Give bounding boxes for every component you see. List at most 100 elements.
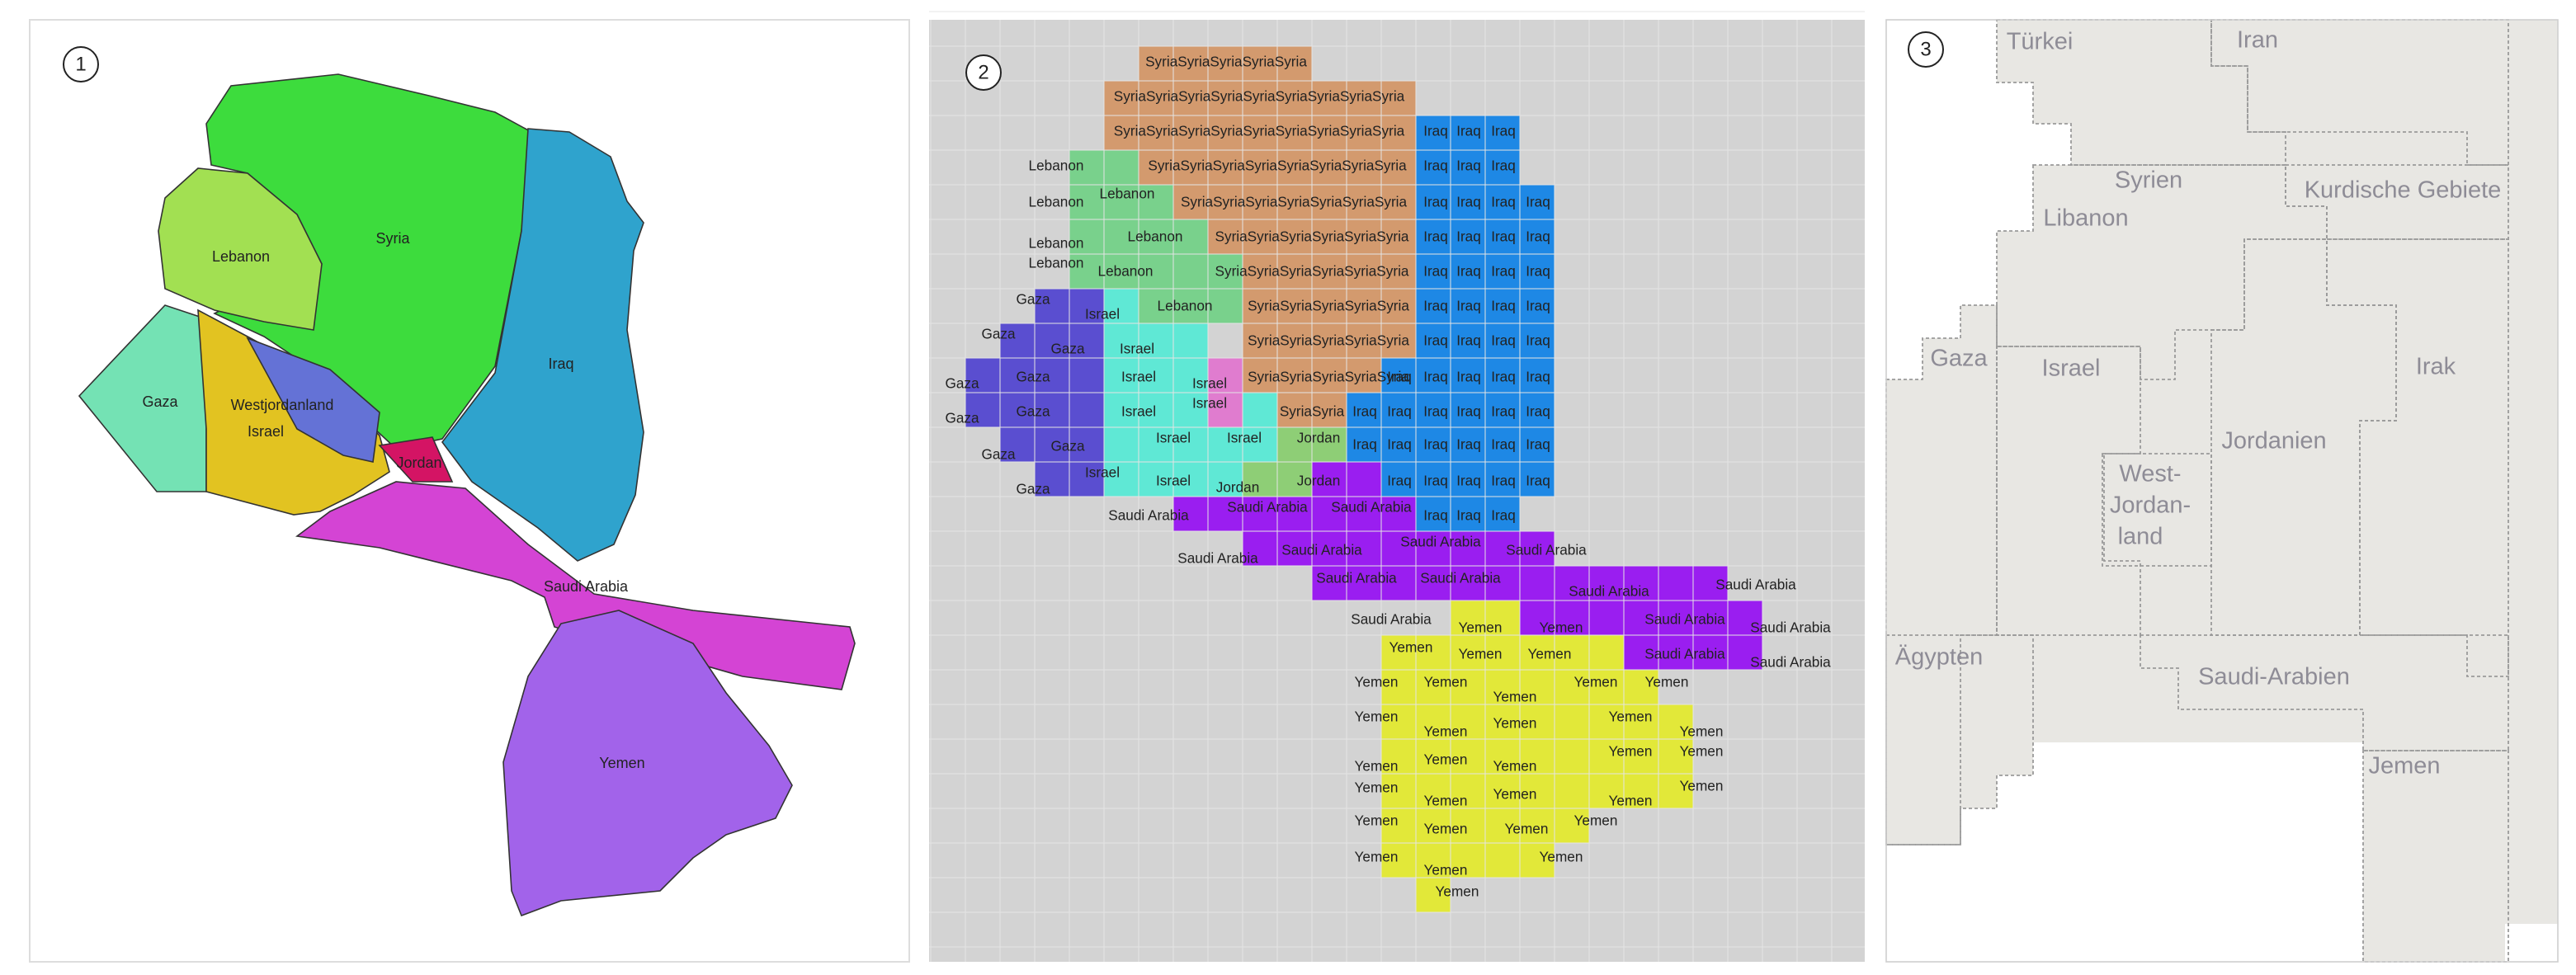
cell-label: Yemen [1680,723,1724,740]
cell-label: Lebanon [1029,235,1084,252]
cell-label: Iraq [1526,194,1550,210]
cell-label: Gaza [981,446,1016,463]
cell-label: Gaza [1016,481,1050,497]
cell-label: Yemen [1424,723,1468,740]
cell-block [1104,323,1208,497]
cell-block [1069,185,1173,219]
cell-label: Saudi Arabia [1506,542,1587,558]
cell-label: Iraq [1456,436,1481,453]
cell-label: Iraq [1456,194,1481,210]
cell-label: Iraq [1387,436,1412,453]
region-label: Jemen [2368,753,2440,780]
cell-label: Iraq [1491,436,1516,453]
cell-block [1069,254,1243,289]
cell-label: Israel [1192,395,1227,412]
cell-label: Gaza [981,326,1016,342]
cell-block [1416,878,1451,912]
cell-label: SyriaSyriaSyriaSyriaSyriaSyriaSyriaSyria [1148,158,1407,174]
panel2: SyriaSyriaSyriaSyriaSyriaSyriaSyriaSyria… [929,11,1865,962]
cell-label: Saudi Arabia [1750,654,1831,671]
cell-label: Iraq [1423,403,1448,420]
cell-label: Yemen [1355,780,1399,796]
cell-label: Saudi Arabia [1400,534,1481,550]
cell-label: Saudi Arabia [1715,577,1796,593]
tile-outline [2140,634,2509,751]
cell-block [1139,289,1243,323]
cell-label: Israel [1121,369,1156,385]
cell-label: Iraq [1352,436,1377,453]
cell-block [1381,774,1693,808]
cell-label: Iraq [1456,228,1481,245]
cell-label: Iraq [1491,298,1516,314]
region-label: Yemen [599,755,644,771]
cell-label: Lebanon [1029,194,1084,210]
cell-label: Iraq [1456,473,1481,489]
region-label: Jordan- [2110,492,2191,519]
cell-label: Yemen [1680,778,1724,794]
cell-label: Iraq [1423,473,1448,489]
cell-label: Gaza [945,410,979,426]
cell-label: Yemen [1680,743,1724,760]
cell-label: Yemen [1436,883,1479,900]
cell-label: Yemen [1424,862,1468,878]
outer-outline [1885,19,2559,963]
cell-label: Iraq [1387,473,1412,489]
cell-label: Lebanon [1029,255,1084,271]
region-label: Jordanien [2221,428,2326,455]
cell-label: Iraq [1456,332,1481,349]
cell-label: Iraq [1526,403,1550,420]
cell-label: Iraq [1456,123,1481,139]
region-label: Lebanon [212,248,270,265]
region-label: Syrien [2115,167,2182,194]
cell-label: Gaza [1016,291,1050,308]
cell-label: Gaza [1016,403,1050,420]
panel-number: 2 [978,61,988,83]
cell-label: Yemen [1355,709,1399,725]
cell-label: SyriaSyriaSyriaSyriaSyriaSyriaSyria [1181,194,1408,210]
cell-label: Yemen [1493,758,1537,775]
cell-label: Yemen [1459,646,1503,662]
cell-label: Lebanon [1128,228,1183,245]
cell-block [1381,739,1693,774]
cell-label: Iraq [1352,403,1377,420]
region-label: Ägypten [1895,644,1983,671]
cell-label: Jordan [1216,479,1260,496]
cell-label: Saudi Arabia [1420,570,1501,586]
cell-label: SyriaSyriaSyriaSyriaSyriaSyria [1215,263,1409,280]
cell-label: Israel [1085,464,1120,481]
cell-block [1139,46,1312,81]
cell-block [1173,185,1416,219]
cell-block [1381,635,1624,670]
cell-label: Yemen [1493,715,1537,732]
cell-label: Iraq [1526,473,1550,489]
land [1886,20,2558,962]
cell-label: Saudi Arabia [1108,507,1189,524]
cell-label: Iraq [1423,123,1448,139]
cell-label: SyriaSyriaSyriaSyriaSyriaSyria [1215,228,1409,245]
cell-label: Lebanon [1158,298,1213,314]
cell-label: Jordan [1297,430,1341,446]
region [441,128,644,562]
cell-label: Iraq [1526,298,1550,314]
cell-label: Israel [1227,430,1262,446]
cell-block [1381,462,1555,497]
cell-label: Iraq [1526,263,1550,280]
cell-label: Israel [1156,430,1191,446]
cell-label: Iraq [1456,403,1481,420]
cell-label: Yemen [1424,751,1468,768]
region [246,337,380,463]
cell-block [1243,531,1555,566]
cell-label: Saudi Arabia [1177,550,1258,567]
region-label: Irak [2416,354,2456,380]
cell-label: Yemen [1424,821,1468,837]
cell-label: Yemen [1424,674,1468,690]
cell-label: SyriaSyria [1280,403,1345,420]
region-label: Türkei [2007,29,2074,55]
cell-block [1381,358,1555,393]
cell-label: SyriaSyriaSyriaSyriaSyriaSyriaSyriaSyria… [1114,88,1405,105]
cell-label: Yemen [1355,674,1399,690]
panel-number-circle [1908,31,1944,68]
cell-label: Lebanon [1029,158,1084,174]
cell-label: Iraq [1387,369,1412,385]
